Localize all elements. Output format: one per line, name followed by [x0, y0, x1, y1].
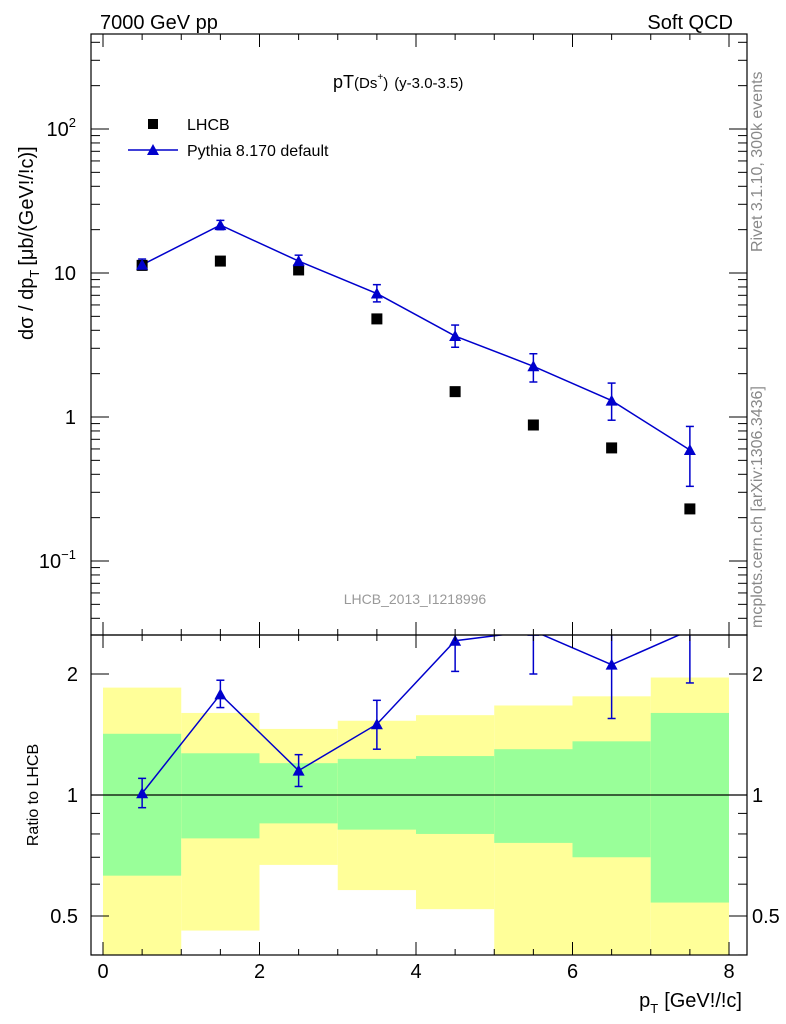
pythia-point: [136, 258, 149, 270]
legend-marker-pythia: [147, 144, 159, 155]
ratio-point: [292, 764, 305, 776]
title-sup: +: [377, 72, 383, 83]
x-tick-label: 6: [567, 961, 578, 983]
ratio-point: [136, 787, 149, 799]
band-inner: [650, 712, 729, 903]
x-label-main: p: [639, 990, 650, 1012]
title-particle: (Ds: [354, 75, 377, 92]
y-tick-label: 10−1: [39, 547, 76, 573]
main-title: pT(Ds+) (y-3.0-3.5): [333, 72, 463, 92]
ratio-y-tick-labels: 0.5 0.5 1 1 2 2: [50, 664, 780, 928]
x-label-unit: [GeV!/!c]: [664, 990, 742, 1012]
pythia-point: [605, 394, 618, 406]
y-label-sub: T: [27, 270, 42, 278]
lhcb-point: [214, 255, 226, 267]
y-tick-base: 10: [54, 263, 76, 285]
header-left: 7000 GeV pp: [100, 12, 218, 34]
header-right: Soft QCD: [647, 12, 733, 34]
ratio-y-tick-label-right: 0.5: [752, 906, 780, 928]
y-tick-base: 10: [39, 551, 61, 573]
y-tick-label: 10: [54, 263, 76, 285]
title-main: pT: [333, 72, 354, 92]
pythia-point: [292, 255, 305, 267]
legend: LHCB Pythia 8.170 default: [128, 117, 329, 160]
pythia-point: [527, 360, 540, 372]
ratio-y-tick-label-right: 2: [752, 664, 763, 686]
ratio-frame: [90, 634, 748, 956]
lhcb-point: [371, 313, 383, 325]
lhcb-point: [293, 264, 305, 276]
main-data: [136, 219, 696, 515]
x-tick-label: 0: [97, 961, 108, 983]
main-ticks: [91, 34, 747, 635]
pythia-point: [214, 219, 227, 231]
band-inner: [181, 753, 260, 839]
ratio-ticks: [91, 635, 747, 956]
x-tick-label: 8: [723, 961, 734, 983]
pythia-point: [370, 287, 383, 299]
y-tick-label: 102: [47, 115, 76, 141]
y-tick-label: 1: [65, 407, 76, 429]
ratio-y-tick-label-left: 1: [67, 785, 78, 807]
ratio-point: [214, 688, 227, 700]
band-inner: [572, 741, 651, 858]
main-panel: pT(Ds+) (y-3.0-3.5) dσ / dpT [μb/(GeV!/!c)…: [16, 33, 748, 636]
ratio-point: [370, 718, 383, 730]
ratio-y-tick-label-right: 1: [752, 785, 763, 807]
band-inner: [337, 758, 416, 830]
ratio-bands: [103, 677, 729, 955]
y-label-main: dσ / dp: [16, 278, 38, 340]
rivet-label: Rivet 3.1.10, 300k events: [749, 71, 766, 252]
ratio-y-tick-label-left: 0.5: [50, 906, 78, 928]
mcplots-label: mcplots.cern.ch [arXiv:1306.3436]: [749, 386, 766, 628]
ratio-y-tick-label-left: 2: [67, 664, 78, 686]
legend-label-pythia: Pythia 8.170 default: [187, 143, 329, 160]
ratio-y-axis-label: Ratio to LHCB: [25, 744, 42, 846]
x-label-sub: T: [650, 1001, 658, 1016]
lhcb-point: [606, 442, 618, 454]
legend-marker-lhcb: [148, 119, 158, 129]
pythia-line: [141, 224, 691, 451]
x-tick-label: 4: [410, 961, 421, 983]
band-inner: [494, 749, 573, 843]
lhcb-point: [684, 503, 696, 515]
lhcb-point: [449, 386, 461, 398]
ratio-panel: 0.5 0.5 1 1 2 2 0 2 4 6 8 Ratio to LHCB pT [GeV!/!…: [25, 634, 780, 1016]
title-particle-end: ): [383, 75, 388, 92]
pythia-point: [449, 330, 462, 342]
y-label-unit: [μb/(GeV!/!c)]: [16, 146, 38, 265]
lhcb-point: [527, 419, 539, 431]
y-tick-exp: −1: [61, 547, 76, 562]
y-tick-base: 10: [47, 119, 69, 141]
watermark: LHCB_2013_I1218996: [344, 591, 487, 607]
legend-label-lhcb: LHCB: [187, 117, 230, 134]
pythia-point: [683, 443, 696, 455]
y-tick-exp: 2: [69, 115, 76, 130]
x-tick-label: 2: [254, 961, 265, 983]
y-axis-label: dσ / dpT [μb/(GeV!/!c)]: [16, 146, 42, 340]
x-tick-labels: 0 2 4 6 8: [97, 961, 734, 983]
ratio-line: [141, 635, 681, 794]
y-tick-base: 1: [65, 407, 76, 429]
ratio-point: [605, 658, 618, 670]
x-axis-label: pT [GeV!/!c]: [639, 990, 742, 1016]
title-suffix: (y-3.0-3.5): [394, 75, 463, 92]
